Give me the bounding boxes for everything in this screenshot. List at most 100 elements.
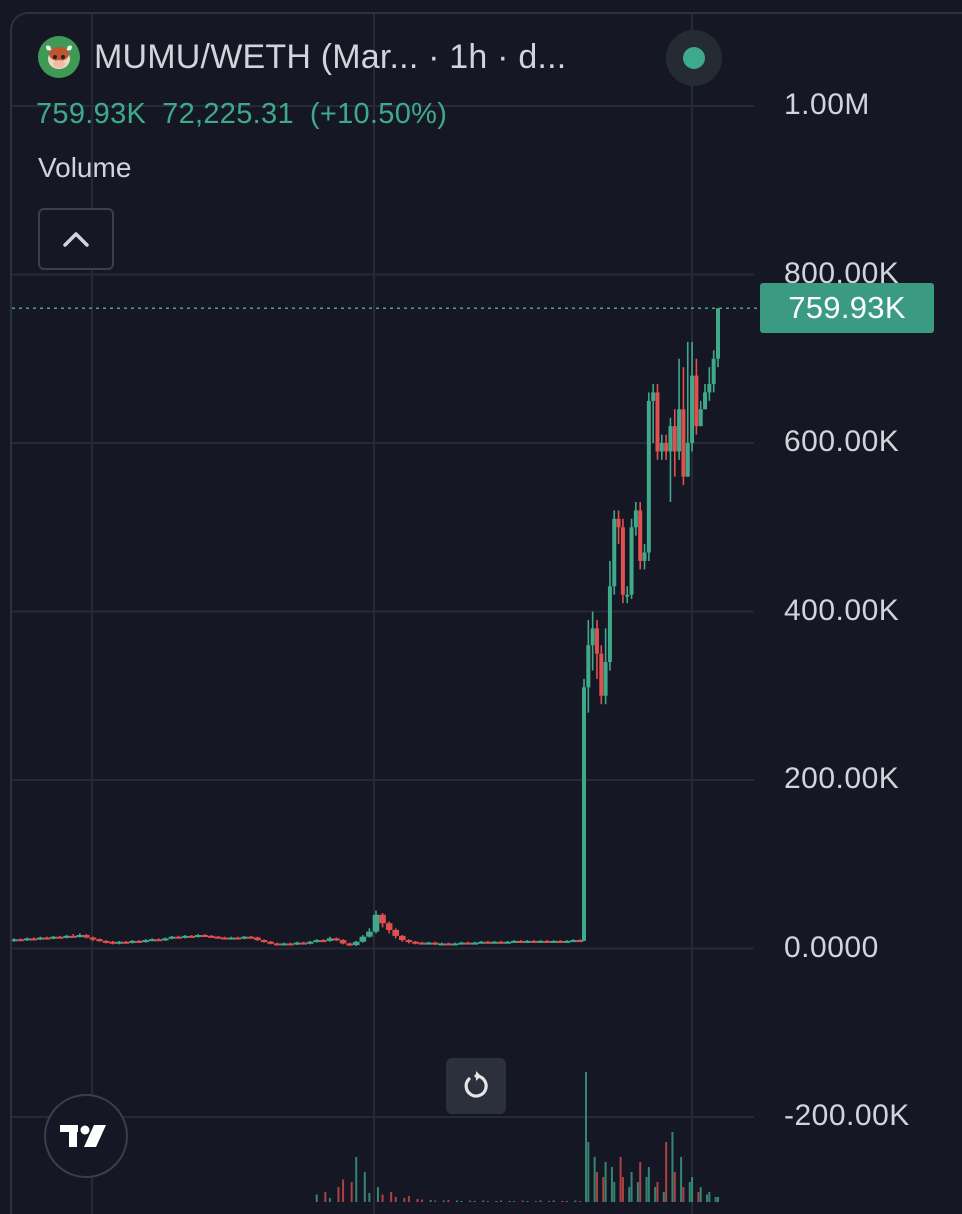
volume-bar bbox=[482, 1200, 485, 1202]
volume-bar bbox=[574, 1200, 577, 1202]
candle-body bbox=[287, 943, 294, 946]
candle-body bbox=[685, 443, 690, 477]
symbol-title[interactable]: MUMU/WETH (Mar... · 1h · d... bbox=[94, 37, 567, 76]
candle-body bbox=[352, 941, 360, 946]
candle-body bbox=[366, 931, 373, 937]
candle-body bbox=[497, 941, 505, 944]
volume-bar bbox=[593, 1157, 596, 1202]
reset-rotate-icon bbox=[464, 1071, 488, 1098]
volume-bar bbox=[639, 1162, 642, 1202]
candle-body bbox=[168, 936, 176, 939]
tradingview-logo-icon[interactable] bbox=[44, 1094, 128, 1178]
y-tick-label: 1.00M bbox=[784, 88, 870, 121]
volume-bar bbox=[645, 1177, 648, 1202]
candle-body bbox=[681, 409, 686, 477]
volume-bar bbox=[548, 1201, 551, 1202]
candle-body bbox=[50, 936, 57, 939]
candle-body bbox=[254, 937, 261, 941]
candle-body bbox=[372, 914, 380, 932]
candle-body bbox=[37, 937, 44, 940]
candle-body bbox=[690, 375, 695, 443]
candle-body bbox=[590, 628, 595, 646]
volume-bar bbox=[699, 1187, 702, 1202]
candle-body bbox=[221, 937, 228, 940]
candle-body bbox=[556, 940, 564, 943]
candle-body bbox=[445, 943, 452, 946]
candle-body bbox=[30, 938, 38, 941]
candle-body bbox=[550, 940, 557, 943]
volume-bar bbox=[337, 1187, 340, 1202]
candle-body bbox=[175, 936, 182, 939]
volume-bar bbox=[585, 1072, 587, 1202]
candle-body bbox=[484, 941, 492, 944]
volume-bar bbox=[381, 1194, 384, 1202]
candle-body bbox=[672, 426, 677, 452]
candle-body bbox=[208, 935, 215, 938]
candle-body bbox=[616, 518, 621, 528]
volume-bar bbox=[355, 1157, 358, 1202]
candle-body bbox=[333, 938, 340, 941]
collapse-legend-button[interactable] bbox=[38, 208, 114, 270]
volume-bar bbox=[539, 1200, 542, 1202]
candle-body bbox=[247, 936, 255, 939]
volume-bar bbox=[473, 1201, 476, 1202]
volume-bar bbox=[654, 1187, 657, 1202]
candle-body bbox=[313, 940, 321, 943]
candle-body bbox=[392, 929, 400, 936]
candle-body bbox=[412, 941, 419, 944]
candle-body bbox=[293, 942, 301, 945]
candle-body bbox=[694, 375, 699, 427]
volume-bar bbox=[628, 1187, 631, 1202]
candle-body bbox=[418, 942, 426, 945]
candle-body bbox=[148, 939, 156, 942]
volume-bar bbox=[613, 1182, 616, 1202]
live-dot bbox=[683, 47, 705, 69]
candle-body bbox=[102, 940, 110, 943]
y-tick-label: 600.00K bbox=[784, 425, 900, 458]
candle-body bbox=[135, 940, 143, 943]
volume-bar bbox=[521, 1200, 524, 1202]
volume-bar bbox=[708, 1192, 711, 1202]
volume-bar bbox=[673, 1172, 676, 1202]
volume-bar bbox=[552, 1200, 555, 1202]
volume-bar bbox=[350, 1182, 353, 1202]
candle-body bbox=[346, 943, 353, 946]
volume-bar bbox=[579, 1201, 581, 1202]
candle-body bbox=[563, 940, 571, 943]
candle-body bbox=[267, 941, 274, 944]
volume-bar bbox=[376, 1187, 379, 1202]
candle-body bbox=[162, 938, 169, 941]
volume-bar bbox=[602, 1177, 605, 1202]
candle-body bbox=[629, 527, 634, 595]
candle-body bbox=[142, 940, 149, 943]
volume-bar bbox=[647, 1167, 650, 1202]
volume-legend-label[interactable]: Volume bbox=[38, 152, 132, 183]
candle-body bbox=[227, 937, 235, 940]
last-price-tag: 759.93K bbox=[760, 283, 934, 334]
live-status-dot-icon[interactable] bbox=[666, 30, 722, 86]
volume-bar bbox=[324, 1192, 327, 1202]
candle-body bbox=[570, 940, 577, 943]
volume-bar bbox=[691, 1177, 694, 1202]
candle-body bbox=[76, 935, 84, 938]
volume-bar bbox=[671, 1132, 674, 1202]
reset-chart-button[interactable] bbox=[446, 1058, 506, 1114]
volume-bar bbox=[407, 1196, 410, 1202]
candle-body bbox=[458, 942, 465, 945]
candle-body bbox=[594, 628, 599, 654]
volume-bar bbox=[442, 1200, 445, 1202]
price-summary: 759.93K 72,225.31 (+10.50%) bbox=[36, 98, 463, 131]
volume-bar bbox=[706, 1194, 709, 1202]
volume-bar bbox=[688, 1182, 691, 1202]
candle-body bbox=[69, 935, 77, 938]
candle-body bbox=[201, 935, 209, 938]
candle-body bbox=[241, 936, 248, 939]
volume-bar bbox=[500, 1200, 503, 1202]
symbol-header[interactable]: MUMU/WETH (Mar... · 1h · d... bbox=[38, 36, 566, 78]
volume-bar bbox=[587, 1142, 590, 1202]
chart-panel[interactable]: MUMU/WETH (Mar... · 1h · d... 759.93K 72… bbox=[10, 12, 962, 1214]
candle-body bbox=[405, 940, 413, 943]
candle-body bbox=[711, 358, 716, 385]
candle-body bbox=[655, 392, 660, 452]
candle-body bbox=[633, 510, 638, 528]
